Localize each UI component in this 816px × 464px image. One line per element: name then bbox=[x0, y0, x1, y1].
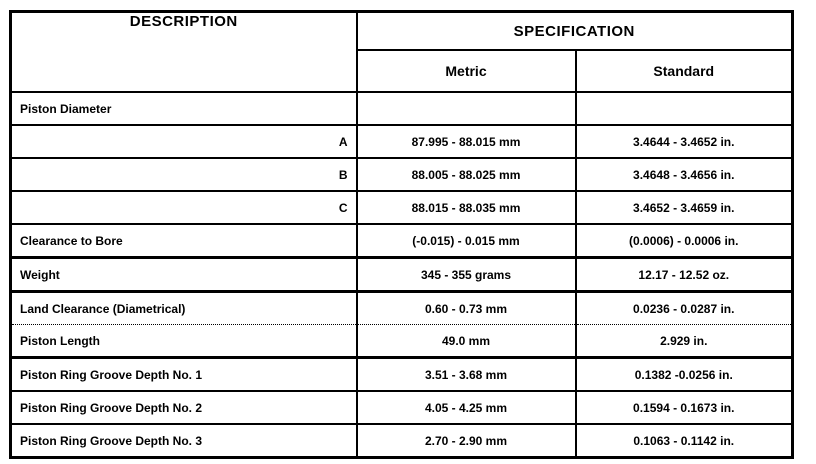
standard-subheader: Standard bbox=[574, 49, 794, 93]
cell-standard: 0.1594 - 0.1673 in. bbox=[574, 390, 794, 425]
cell-standard bbox=[574, 91, 794, 126]
cell-standard: 3.4644 - 3.4652 in. bbox=[574, 124, 794, 159]
cell-standard: 3.4648 - 3.4656 in. bbox=[574, 157, 794, 192]
table-header-row: DESCRIPTION SPECIFICATION bbox=[9, 10, 794, 93]
cell-description: B bbox=[9, 157, 358, 192]
table-row-ring-groove-depth-2: Piston Ring Groove Depth No. 2 4.05 - 4.… bbox=[9, 390, 794, 425]
cell-description: C bbox=[9, 190, 358, 225]
cell-metric: 4.05 - 4.25 mm bbox=[355, 390, 577, 425]
table-subheader-row: Metric Standard bbox=[11, 49, 794, 93]
cell-description: A bbox=[9, 124, 358, 159]
cell-metric: 0.60 - 0.73 mm bbox=[355, 290, 577, 325]
cell-standard: 3.4652 - 3.4659 in. bbox=[574, 190, 794, 225]
cell-standard: 0.1063 - 0.1142 in. bbox=[574, 423, 794, 459]
cell-description: Piston Ring Groove Depth No. 2 bbox=[9, 390, 358, 425]
cell-standard: 12.17 - 12.52 oz. bbox=[574, 256, 794, 293]
cell-metric: 3.51 - 3.68 mm bbox=[355, 356, 577, 392]
table-row-diameter-c: C 88.015 - 88.035 mm 3.4652 - 3.4659 in. bbox=[9, 190, 794, 225]
cell-metric: 49.0 mm bbox=[355, 324, 577, 359]
cell-description: Land Clearance (Diametrical) bbox=[9, 290, 358, 325]
table-row-piston-length: Piston Length 49.0 mm 2.929 in. bbox=[9, 324, 794, 359]
description-column-header: DESCRIPTION bbox=[9, 10, 358, 93]
table-row-land-clearance: Land Clearance (Diametrical) 0.60 - 0.73… bbox=[9, 290, 794, 325]
table-row-ring-groove-depth-1: Piston Ring Groove Depth No. 1 3.51 - 3.… bbox=[9, 356, 794, 392]
cell-standard: 0.1382 -0.0256 in. bbox=[574, 356, 794, 392]
table-row-clearance-to-bore: Clearance to Bore (-0.015) - 0.015 mm (0… bbox=[9, 223, 794, 259]
table-row-diameter-a: A 87.995 - 88.015 mm 3.4644 - 3.4652 in. bbox=[9, 124, 794, 159]
cell-description: Weight bbox=[9, 256, 358, 293]
metric-subheader: Metric bbox=[355, 49, 577, 93]
cell-metric bbox=[355, 91, 577, 126]
specification-column-header: SPECIFICATION bbox=[355, 10, 794, 51]
cell-metric: 345 - 355 grams bbox=[355, 256, 577, 293]
cell-metric: 88.005 - 88.025 mm bbox=[355, 157, 577, 192]
cell-metric: (-0.015) - 0.015 mm bbox=[355, 223, 577, 259]
table-row-piston-diameter: Piston Diameter bbox=[9, 91, 794, 126]
cell-description: Piston Ring Groove Depth No. 3 bbox=[9, 423, 358, 459]
cell-standard: 0.0236 - 0.0287 in. bbox=[574, 290, 794, 325]
cell-description: Piston Diameter bbox=[9, 91, 358, 126]
cell-description: Piston Length bbox=[9, 324, 358, 359]
cell-standard: (0.0006) - 0.0006 in. bbox=[574, 223, 794, 259]
cell-description: Piston Ring Groove Depth No. 1 bbox=[9, 356, 358, 392]
table-row-ring-groove-depth-3: Piston Ring Groove Depth No. 3 2.70 - 2.… bbox=[9, 423, 794, 459]
cell-metric: 88.015 - 88.035 mm bbox=[355, 190, 577, 225]
cell-metric: 87.995 - 88.015 mm bbox=[355, 124, 577, 159]
piston-spec-table: DESCRIPTION SPECIFICATION Metric Standar… bbox=[9, 10, 795, 459]
cell-standard: 2.929 in. bbox=[574, 324, 794, 359]
cell-metric: 2.70 - 2.90 mm bbox=[355, 423, 577, 459]
table-row-weight: Weight 345 - 355 grams 12.17 - 12.52 oz. bbox=[9, 256, 794, 293]
cell-description: Clearance to Bore bbox=[9, 223, 358, 259]
table-row-diameter-b: B 88.005 - 88.025 mm 3.4648 - 3.4656 in. bbox=[9, 157, 794, 192]
